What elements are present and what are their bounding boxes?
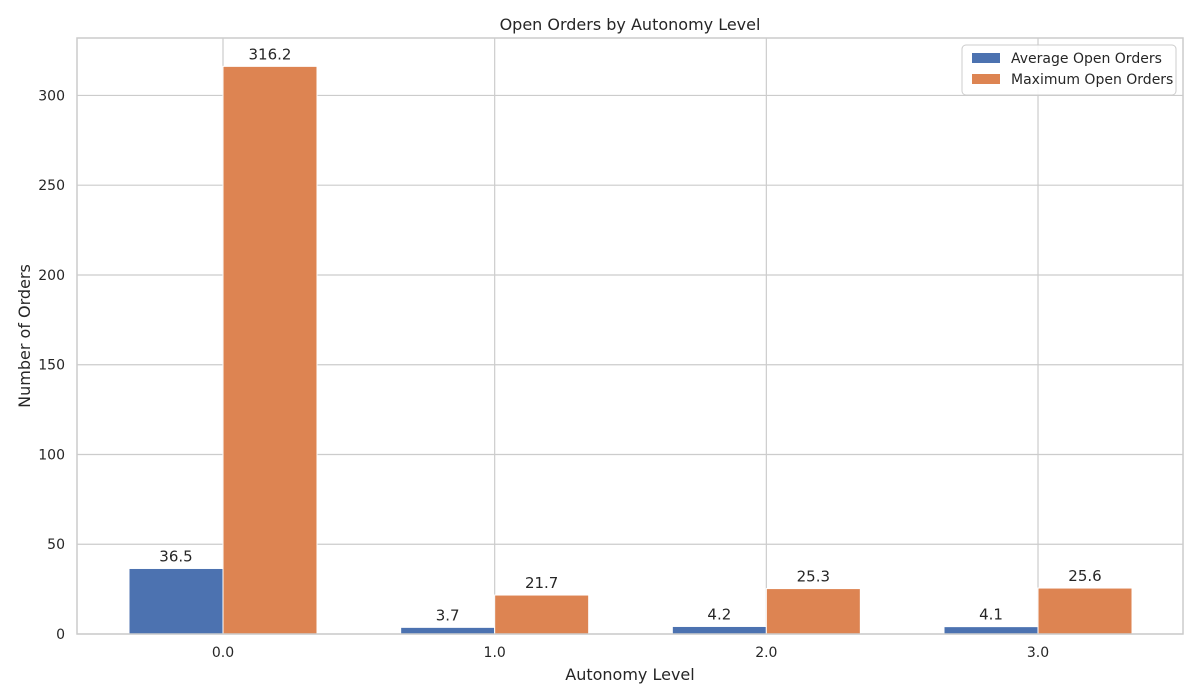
y-tick-labels: 0 50 100 150 200 250 300 xyxy=(38,88,65,643)
legend-swatch xyxy=(972,74,1000,84)
chart-title: Open Orders by Autonomy Level xyxy=(500,15,761,34)
y-tick-label: 300 xyxy=(38,88,65,104)
x-tick-label: 3.0 xyxy=(1027,645,1049,661)
x-tick-label: 1.0 xyxy=(484,645,506,661)
bar-value-label: 4.2 xyxy=(707,605,731,623)
y-tick-label: 200 xyxy=(38,268,65,284)
bar-labels-group: 36.5 3.7 4.2 4.1 316.2 21.7 25.3 25.6 xyxy=(159,45,1101,624)
x-tick-label: 0.0 xyxy=(212,645,234,661)
bar-average xyxy=(671,625,767,635)
bar-average xyxy=(128,567,224,635)
bar-value-label: 25.3 xyxy=(797,568,830,586)
legend-label: Maximum Open Orders xyxy=(1011,72,1173,88)
y-axis-title: Number of Orders xyxy=(15,264,34,408)
x-tick-labels: 0.0 1.0 2.0 3.0 xyxy=(212,645,1049,661)
bar-value-label: 21.7 xyxy=(525,574,558,592)
y-tick-label: 50 xyxy=(47,537,65,553)
legend-box xyxy=(961,44,1177,96)
bar-maximum xyxy=(222,65,318,635)
bar-value-label: 316.2 xyxy=(249,45,292,63)
x-tick-label: 2.0 xyxy=(755,645,777,661)
bar-maximum xyxy=(1037,587,1133,635)
legend-swatch xyxy=(972,53,1000,63)
bar-value-label: 25.6 xyxy=(1068,567,1101,585)
legend: Average Open Orders Maximum Open Orders xyxy=(961,44,1177,96)
bar-average xyxy=(400,626,496,635)
legend-label: Average Open Orders xyxy=(1011,51,1162,67)
y-tick-label: 0 xyxy=(56,627,65,643)
bar-maximum xyxy=(765,588,861,635)
bar-value-label: 4.1 xyxy=(979,606,1003,624)
y-tick-label: 100 xyxy=(38,447,65,463)
y-tick-label: 250 xyxy=(38,178,65,194)
y-tick-label: 150 xyxy=(38,358,65,374)
bar-value-label: 3.7 xyxy=(436,606,460,624)
bars-group xyxy=(128,65,1133,635)
bar-average xyxy=(943,626,1039,635)
x-axis-title: Autonomy Level xyxy=(565,665,694,684)
plot-frame xyxy=(76,37,1184,635)
bar-maximum xyxy=(494,594,590,635)
bar-value-label: 36.5 xyxy=(159,547,192,565)
